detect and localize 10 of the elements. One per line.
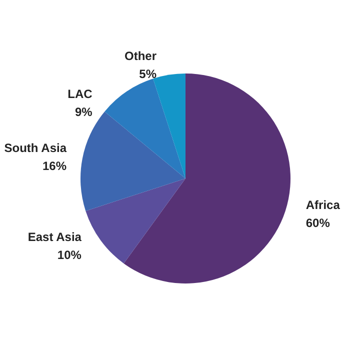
slice-label: Other (124, 48, 157, 63)
data-label: 16% (42, 158, 67, 173)
slice-label: Africa (306, 198, 340, 212)
data-label: 10% (57, 248, 82, 262)
data-label: 60% (306, 216, 330, 230)
data-label: 9% (74, 104, 93, 119)
slice-label: LAC (68, 86, 93, 101)
slice-label: East Asia (28, 230, 82, 244)
slice-label: South Asia (4, 140, 67, 155)
data-label: 5% (139, 66, 157, 81)
